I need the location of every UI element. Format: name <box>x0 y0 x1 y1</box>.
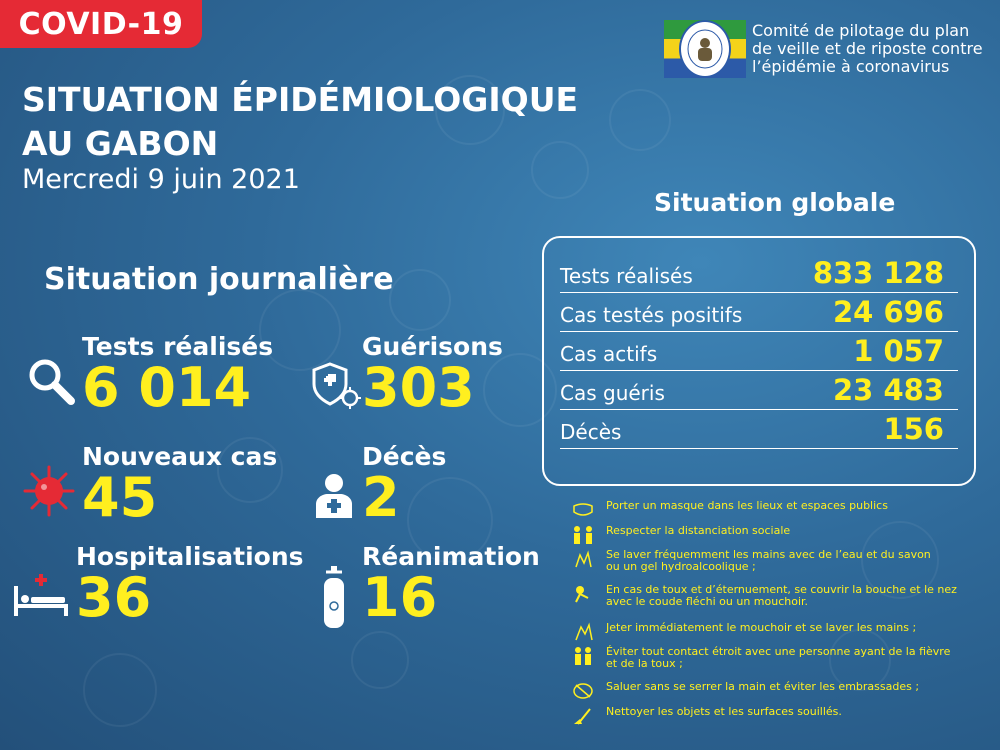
committee-line-2: de veille et de riposte contre <box>752 39 983 58</box>
global-row-value: 23 483 <box>833 373 944 407</box>
global-row: Cas testés positifs 24 696 <box>560 293 958 332</box>
global-row: Cas actifs 1 057 <box>560 332 958 371</box>
stat-hospit: Hospitalisations 36 <box>76 542 304 625</box>
stat-nouveaux: Nouveaux cas 45 <box>82 442 277 525</box>
advice-text: Porter un masque dans les lieux et espac… <box>606 499 888 512</box>
advice-text: Éviter tout contact étroit avec une pers… <box>606 645 951 670</box>
advice-item: En cas de toux et d’éternuement, se couv… <box>572 584 957 608</box>
cough-icon <box>575 586 589 603</box>
global-row-value: 1 057 <box>853 334 944 368</box>
committee-line-1: Comité de pilotage du plan <box>752 21 970 40</box>
advice-text: En cas de toux et d’éternuement, se couv… <box>606 583 957 608</box>
stat-reanim-value: 16 <box>362 566 438 629</box>
stat-tests-value: 6 014 <box>82 356 252 419</box>
advice-item: Nettoyer les objets et les surfaces soui… <box>572 706 842 726</box>
committee-line-3: l’épidémie à coronavirus <box>752 57 950 76</box>
page-title: SITUATION ÉPIDÉMIOLOGIQUE AU GABON <box>22 78 578 166</box>
virus-icon <box>23 465 75 517</box>
title-line-2: AU GABON <box>22 124 219 163</box>
global-row-label: Décès <box>560 420 622 444</box>
advice-text: Respecter la distanciation sociale <box>606 524 791 537</box>
global-section-title: Situation globale <box>654 188 896 217</box>
advice-item: Porter un masque dans les lieux et espac… <box>572 500 888 520</box>
global-row-label: Cas guéris <box>560 381 665 405</box>
global-row-value: 156 <box>883 412 944 446</box>
stat-tests: Tests réalisés 6 014 <box>82 332 273 415</box>
advice-item: Se laver fréquemment les mains avec de l… <box>572 549 931 573</box>
global-row: Cas guéris 23 483 <box>560 371 958 410</box>
person-cross-icon <box>316 474 352 518</box>
cleaning-icon <box>574 708 591 725</box>
advice-text: Nettoyer les objets et les surfaces soui… <box>606 705 842 718</box>
stat-nouveaux-label: Nouveaux cas <box>82 442 278 471</box>
global-row: Décès 156 <box>560 410 958 449</box>
committee-name: Comité de pilotage du plan de veille et … <box>752 22 983 76</box>
advice-item: Éviter tout contact étroit avec une pers… <box>572 646 950 670</box>
global-row: Tests réalisés 833 128 <box>560 254 958 293</box>
stat-deces-label: Décès <box>362 442 447 471</box>
stat-guerisons-label: Guérisons <box>362 332 503 361</box>
stat-reanim: Réanimation 16 <box>362 542 540 625</box>
daily-section-title: Situation journalière <box>44 262 394 297</box>
advice-text: Saluer sans se serrer la main et éviter … <box>606 680 920 693</box>
hospital-bed-icon <box>14 574 68 616</box>
report-date: Mercredi 9 juin 2021 <box>22 164 300 195</box>
stat-guerisons: Guérisons 303 <box>362 332 503 415</box>
advice-item: Jeter immédiatement le mouchoir et se la… <box>572 622 916 642</box>
covid-badge: COVID-19 <box>0 0 202 48</box>
advice-text: Se laver fréquemment les mains avec de l… <box>606 548 931 573</box>
stat-hospit-label: Hospitalisations <box>76 542 304 571</box>
global-row-label: Cas actifs <box>560 342 658 366</box>
tissue-icon <box>575 622 593 641</box>
stat-tests-label: Tests réalisés <box>82 332 274 361</box>
stat-hospit-value: 36 <box>76 566 152 629</box>
magnifier-icon <box>29 359 75 405</box>
stat-deces-value: 2 <box>362 466 400 529</box>
handwash-icon <box>575 550 592 568</box>
global-stats-box: Tests réalisés 833 128 Cas testés positi… <box>542 236 976 486</box>
no-handshake-icon <box>573 683 593 699</box>
oxygen-tank-icon <box>324 566 344 628</box>
avoid-contact-icon <box>575 647 591 665</box>
global-row-label: Tests réalisés <box>560 264 693 288</box>
advice-text: Jeter immédiatement le mouchoir et se la… <box>606 621 917 634</box>
advice-item: Saluer sans se serrer la main et éviter … <box>572 681 919 701</box>
global-row-value: 24 696 <box>833 295 944 329</box>
global-row-value: 833 128 <box>812 256 944 290</box>
mask-icon <box>573 503 593 516</box>
coat-of-arms-icon <box>679 20 731 78</box>
stat-guerisons-value: 303 <box>362 356 475 419</box>
distancing-icon <box>574 526 592 544</box>
title-line-1: SITUATION ÉPIDÉMIOLOGIQUE <box>22 80 579 119</box>
shield-virus-icon <box>312 362 361 409</box>
global-row-label: Cas testés positifs <box>560 303 743 327</box>
stat-nouveaux-value: 45 <box>82 466 158 529</box>
stat-deces: Décès 2 <box>362 442 446 525</box>
advice-item: Respecter la distanciation sociale <box>572 525 790 545</box>
stat-reanim-label: Réanimation <box>362 542 540 571</box>
